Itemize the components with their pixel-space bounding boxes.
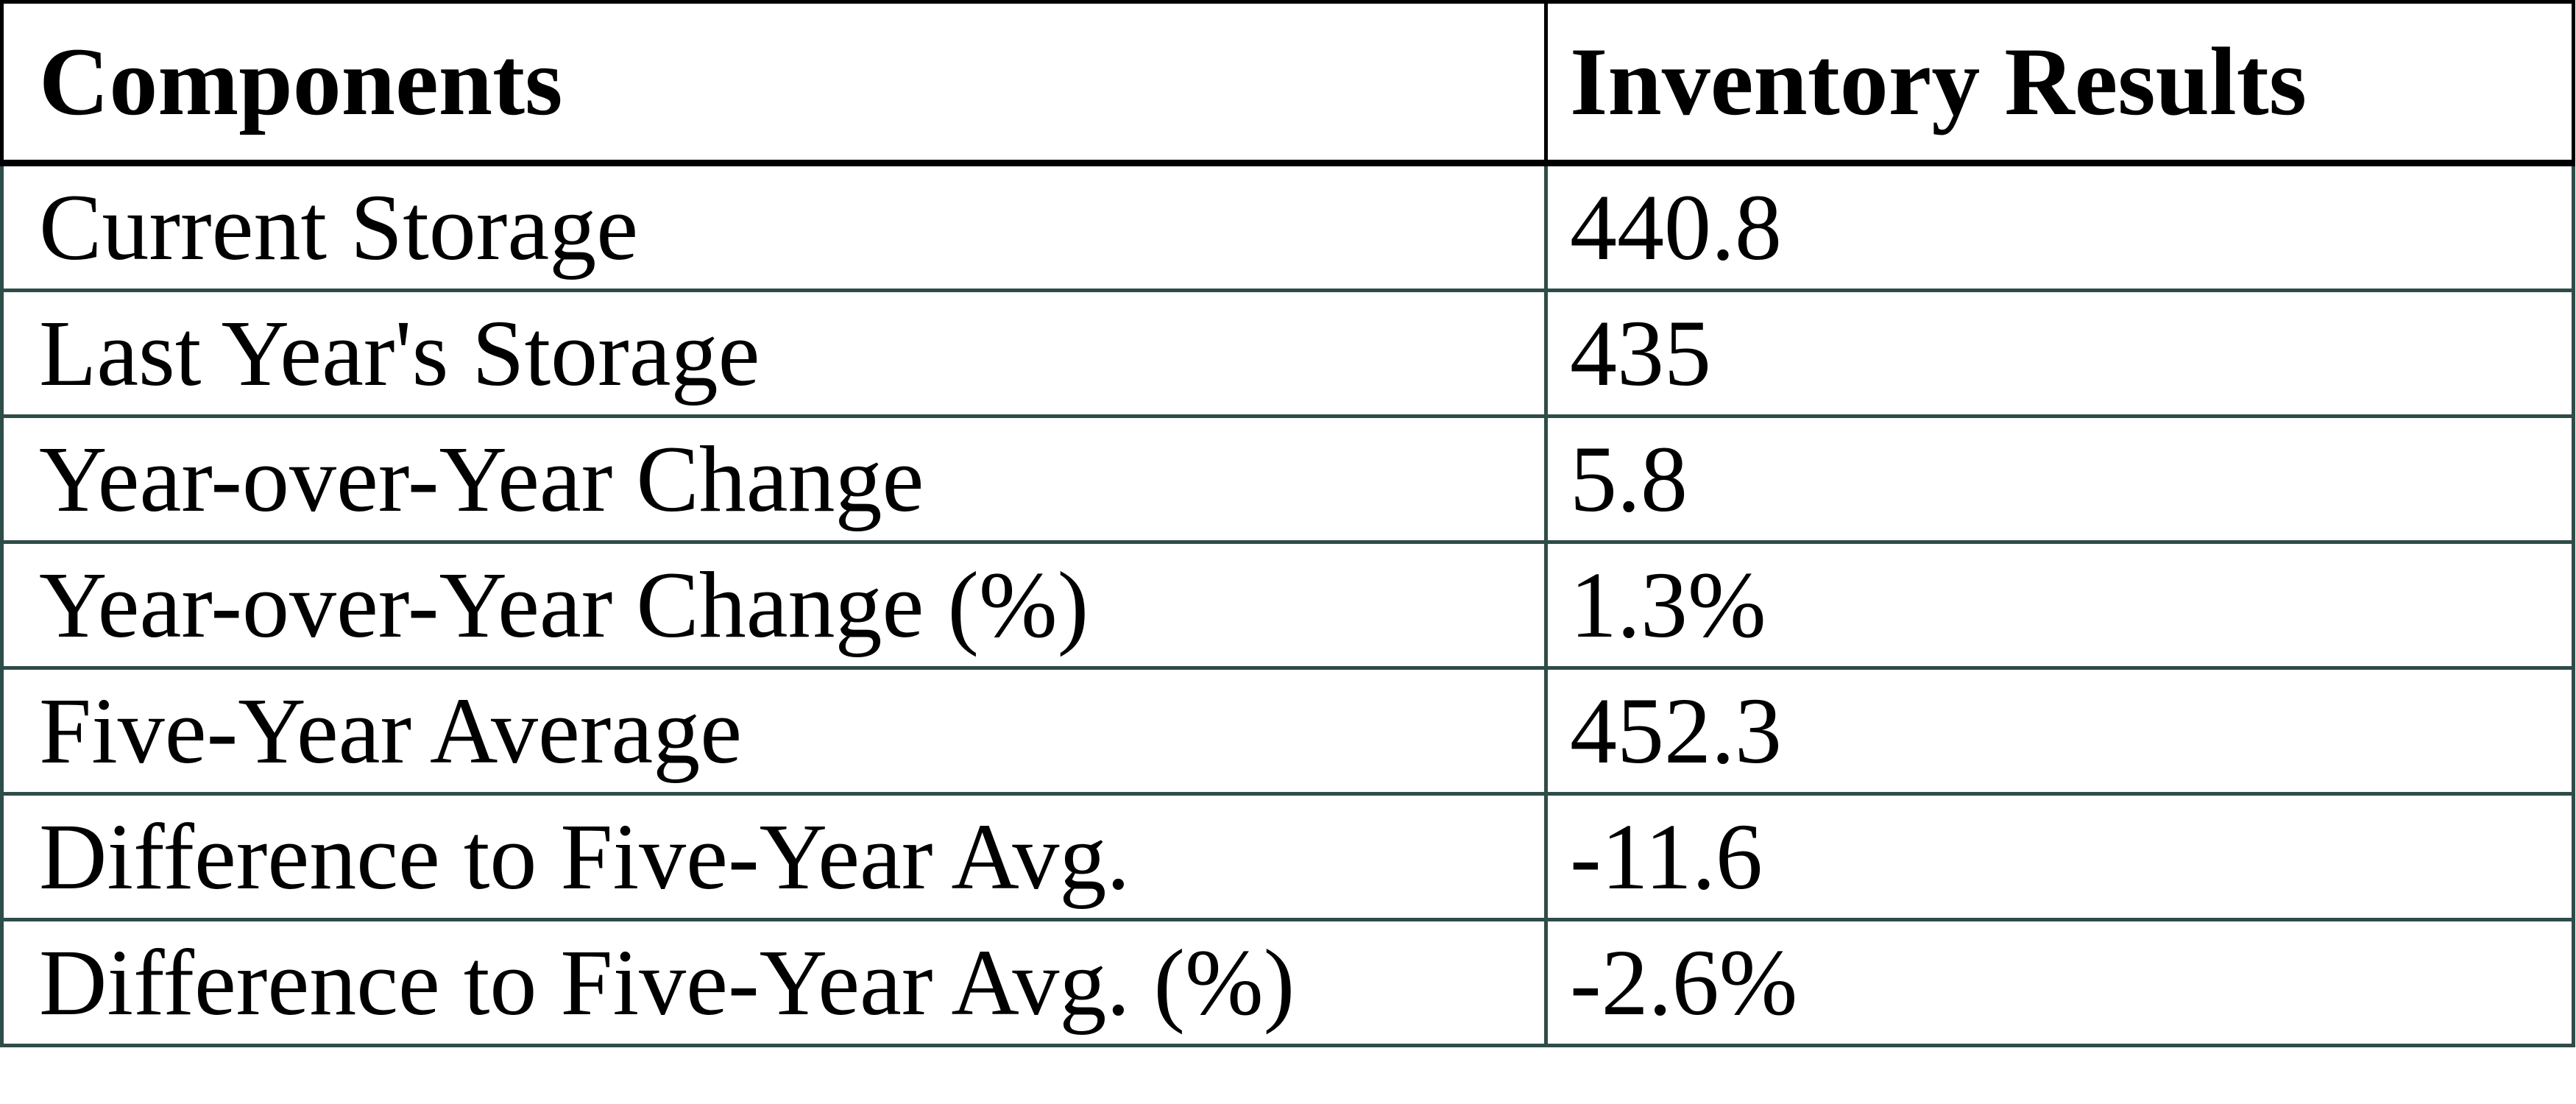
row-label-current-storage: Current Storage: [0, 161, 1548, 292]
row-value-diff-five-year-avg: -11.6: [1544, 792, 2575, 921]
row-value-five-year-average: 452.3: [1544, 666, 2575, 796]
row-label-yoy-change-pct: Year-over-Year Change (%): [0, 540, 1548, 670]
header-cell-components: Components: [0, 0, 1548, 166]
row-label-five-year-average: Five-Year Average: [0, 666, 1548, 796]
row-label-diff-five-year-avg: Difference to Five-Year Avg.: [0, 792, 1548, 921]
table-row: Five-Year Average 452.3: [0, 666, 2575, 796]
row-label-diff-five-year-avg-pct: Difference to Five-Year Avg. (%): [0, 918, 1548, 1047]
table-row: Year-over-Year Change (%) 1.3%: [0, 540, 2575, 670]
table-row: Last Year's Storage 435: [0, 289, 2575, 418]
row-value-yoy-change: 5.8: [1544, 414, 2575, 544]
table-row: Difference to Five-Year Avg. -11.6: [0, 792, 2575, 921]
row-label-last-years-storage: Last Year's Storage: [0, 289, 1548, 418]
row-value-current-storage: 440.8: [1544, 161, 2575, 292]
row-label-yoy-change: Year-over-Year Change: [0, 414, 1548, 544]
table-row: Year-over-Year Change 5.8: [0, 414, 2575, 544]
row-value-last-years-storage: 435: [1544, 289, 2575, 418]
row-value-yoy-change-pct: 1.3%: [1544, 540, 2575, 670]
header-cell-inventory-results: Inventory Results: [1544, 0, 2575, 166]
header-row: Components Inventory Results: [0, 0, 2575, 166]
table-row: Current Storage 440.8: [0, 161, 2575, 292]
inventory-table: Components Inventory Results Current Sto…: [0, 0, 2575, 1047]
row-value-diff-five-year-avg-pct: -2.6%: [1544, 918, 2575, 1047]
table-row: Difference to Five-Year Avg. (%) -2.6%: [0, 918, 2575, 1047]
